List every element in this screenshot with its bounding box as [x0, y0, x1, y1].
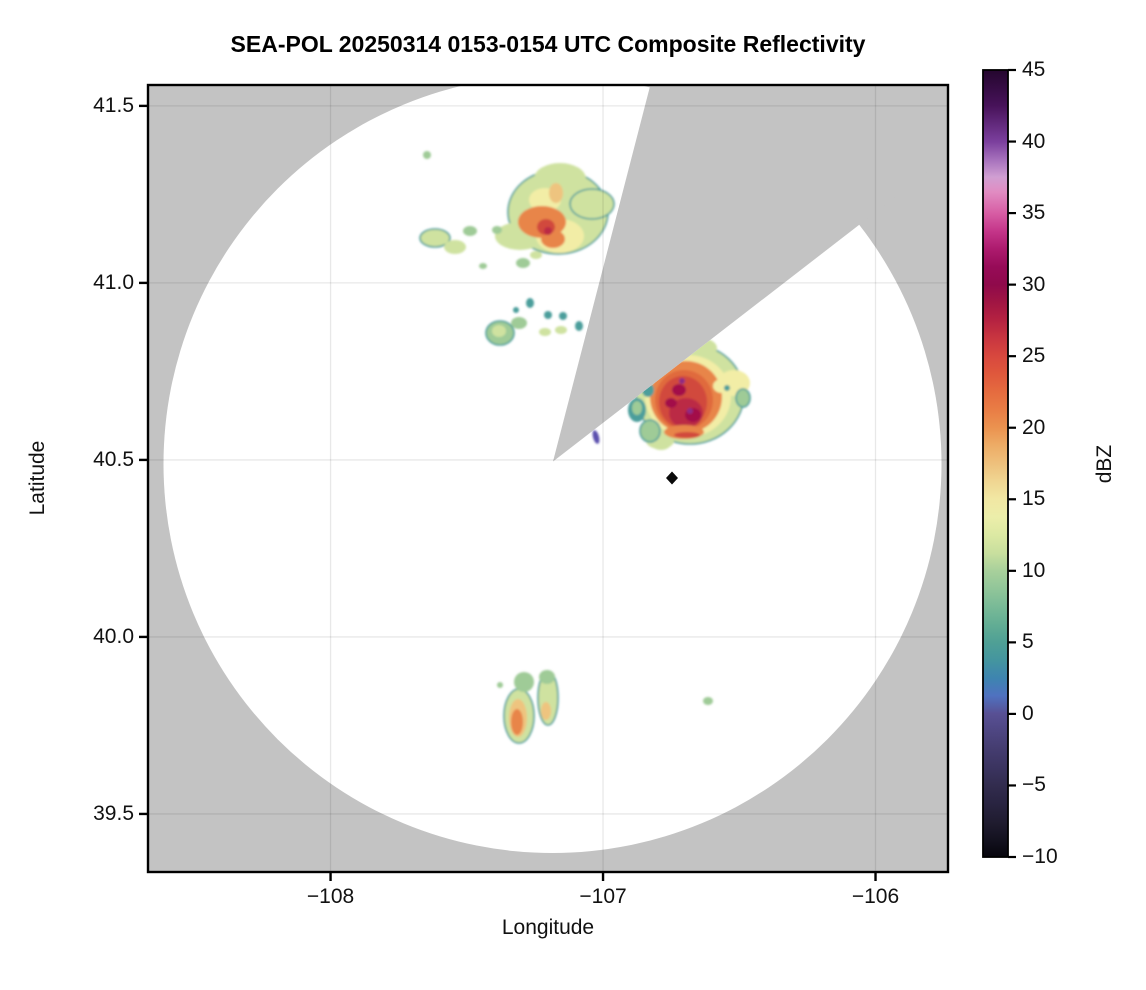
echo-blob — [639, 419, 661, 443]
echo-blob — [419, 228, 451, 248]
echo-blob — [539, 670, 555, 684]
echo-blob — [674, 432, 700, 438]
echo-blob — [511, 709, 523, 735]
echo-blob — [672, 384, 686, 396]
echo-blob — [526, 298, 534, 308]
echo-blob — [511, 317, 527, 329]
reflectivity-echoes — [419, 151, 751, 744]
plot-area — [148, 85, 948, 872]
gridlines — [148, 85, 948, 872]
echo-blob — [514, 672, 534, 692]
echo-blob — [569, 188, 615, 220]
echo-blob — [444, 240, 466, 254]
echo-blob — [687, 408, 693, 414]
echo-blob — [530, 251, 542, 259]
echo-blob — [592, 430, 600, 444]
echo-cluster-tiny-dash-near-center — [592, 430, 600, 444]
radar-site-diamond-marker — [666, 471, 678, 485]
echo-blob — [479, 263, 487, 269]
colorbar — [982, 69, 1009, 858]
echo-blob — [652, 440, 670, 450]
echo-cluster-south-cells — [497, 670, 559, 744]
echo-blob — [703, 697, 713, 705]
echo-blob — [423, 151, 431, 159]
echo-blob — [724, 385, 730, 391]
axis-tick-marks — [139, 104, 877, 881]
echo-blob — [541, 702, 551, 720]
echo-blob — [665, 398, 677, 408]
echo-blob — [516, 258, 530, 268]
echo-blob — [679, 378, 685, 384]
echo-cluster-south-east-dot — [703, 697, 713, 705]
echo-blob — [632, 401, 642, 415]
echo-blob — [513, 307, 519, 313]
echo-blob — [463, 226, 477, 236]
echo-cluster-northwest-cells — [419, 151, 615, 269]
echo-cluster-west-central-scatter — [485, 298, 583, 346]
echo-blob — [534, 163, 586, 195]
echo-blob — [575, 321, 583, 331]
echo-blob — [497, 682, 503, 688]
echo-blob — [544, 227, 552, 235]
colorbar-tick-marks — [1008, 68, 1016, 859]
echo-blob — [539, 328, 551, 336]
plot-frame — [146, 83, 950, 874]
blocked-sector-wedge — [553, 85, 948, 462]
echo-blob — [559, 312, 567, 320]
echo-blob — [544, 311, 552, 319]
echo-blob — [492, 226, 502, 234]
echo-blob — [492, 325, 506, 337]
echo-blob — [735, 388, 751, 408]
echo-blob — [555, 326, 567, 334]
echo-blob — [549, 183, 563, 203]
